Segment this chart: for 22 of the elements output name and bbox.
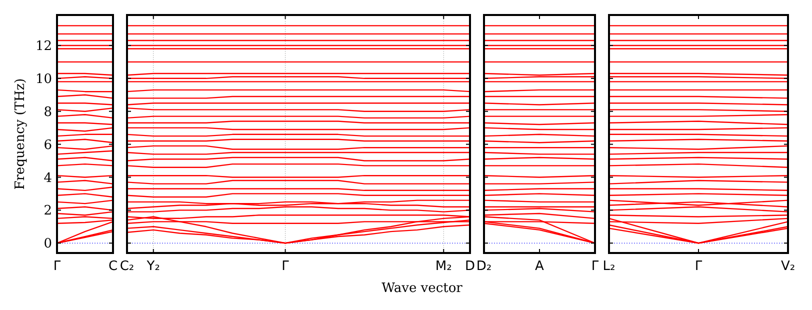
x-axis-title: Wave vector xyxy=(382,281,464,296)
y-tick-label: 12 xyxy=(35,39,52,54)
x-tick-label: V₂ xyxy=(780,259,796,274)
x-tick-label: Γ xyxy=(694,259,703,274)
y-tick-label: 8 xyxy=(44,104,52,120)
y-tick-label: 2 xyxy=(44,204,52,219)
x-tick-label: Γ xyxy=(282,259,290,274)
x-tick-label: A xyxy=(535,259,544,274)
x-tick-label: M₂ xyxy=(435,259,452,274)
x-tick-label: C xyxy=(108,259,118,274)
y-tick-label: 6 xyxy=(44,138,52,153)
y-tick-label: 10 xyxy=(35,72,52,87)
y-tick-label: 4 xyxy=(44,170,52,186)
x-tick-label: Γ xyxy=(591,259,600,274)
y-axis-title: Frequency (THz) xyxy=(13,78,28,190)
x-tick-label: D₂ xyxy=(476,259,492,274)
x-tick-label: Y₂ xyxy=(146,259,160,274)
x-tick-label: D xyxy=(464,259,476,274)
y-tick-label: 0 xyxy=(44,236,52,252)
x-tick-label: C₂ xyxy=(120,259,134,274)
x-tick-label: L₂ xyxy=(602,259,616,274)
x-tick-label: Γ xyxy=(53,259,62,274)
